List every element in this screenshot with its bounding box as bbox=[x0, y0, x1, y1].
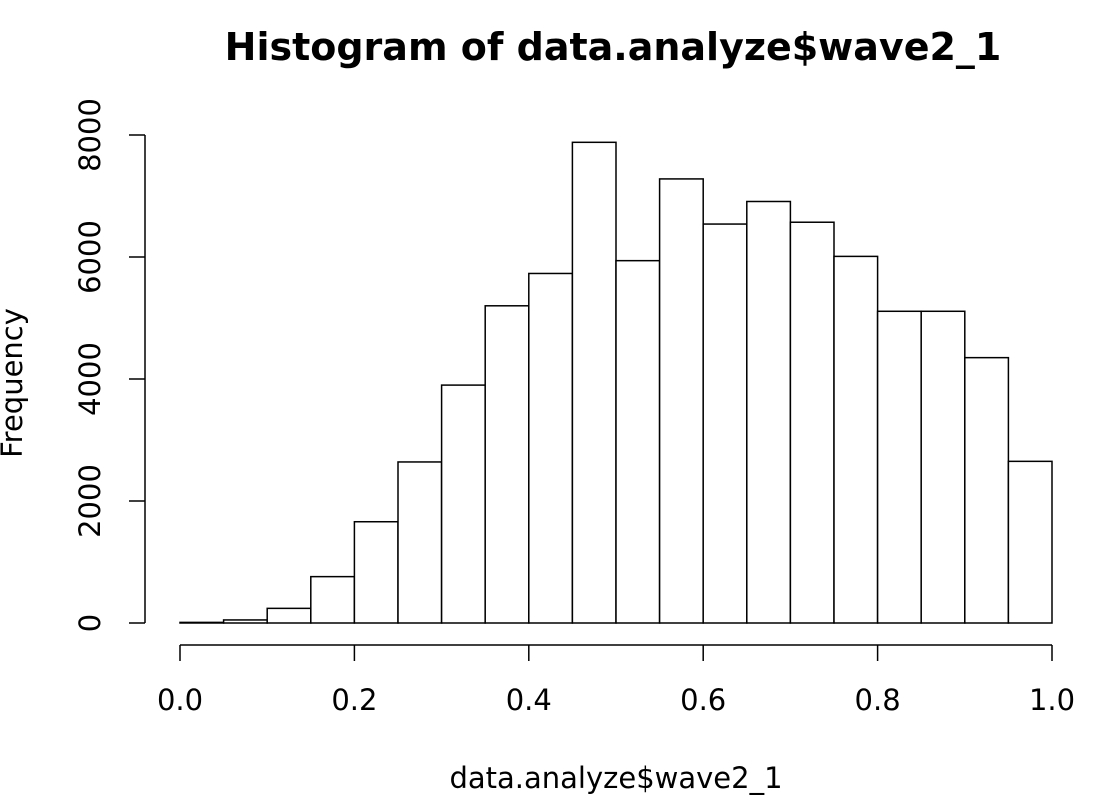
histogram-bar bbox=[789, 221, 835, 624]
histogram-bar bbox=[397, 461, 443, 624]
histogram-bar bbox=[964, 356, 1010, 624]
bars-group bbox=[179, 141, 1053, 624]
histogram-bar bbox=[658, 178, 704, 624]
y-tick-label: 0 bbox=[73, 614, 107, 632]
histogram-bar bbox=[179, 621, 225, 624]
histogram-bar bbox=[266, 607, 312, 624]
histogram-bar bbox=[1007, 460, 1053, 624]
x-tick-label: 1.0 bbox=[1029, 683, 1075, 717]
histogram-bar bbox=[833, 255, 879, 624]
histogram-bar bbox=[310, 575, 356, 624]
x-axis-label: data.analyze$wave2_1 bbox=[449, 761, 782, 795]
histogram-bar bbox=[876, 310, 922, 624]
x-tick-label: 0.6 bbox=[680, 683, 726, 717]
x-tick-label: 0.8 bbox=[855, 683, 901, 717]
x-axis: 0.0 0.2 0.4 0.6 0.8 1.0 bbox=[157, 644, 1075, 717]
x-tick-label: 0.4 bbox=[506, 683, 552, 717]
y-axis-label: Frequency bbox=[0, 308, 29, 458]
y-tick-label: 4000 bbox=[73, 342, 107, 416]
y-axis: 0 2000 4000 6000 8000 bbox=[73, 98, 146, 632]
histogram-bar bbox=[528, 272, 574, 624]
y-tick-label: 6000 bbox=[73, 220, 107, 294]
histogram-bar bbox=[571, 141, 617, 624]
x-tick-label: 0.0 bbox=[157, 683, 203, 717]
y-tick-label: 8000 bbox=[73, 98, 107, 172]
y-tick-label: 2000 bbox=[73, 464, 107, 538]
x-tick-label: 0.2 bbox=[331, 683, 377, 717]
histogram-bar bbox=[920, 310, 966, 624]
histogram-bar bbox=[353, 520, 399, 624]
histogram-bar bbox=[440, 384, 486, 624]
histogram-bar bbox=[702, 223, 748, 624]
histogram-bar bbox=[222, 619, 268, 624]
histogram-bar bbox=[484, 305, 530, 624]
histogram-bar bbox=[746, 200, 792, 624]
chart-title: Histogram of data.analyze$wave2_1 bbox=[225, 25, 1002, 69]
histogram-bar bbox=[615, 259, 661, 624]
